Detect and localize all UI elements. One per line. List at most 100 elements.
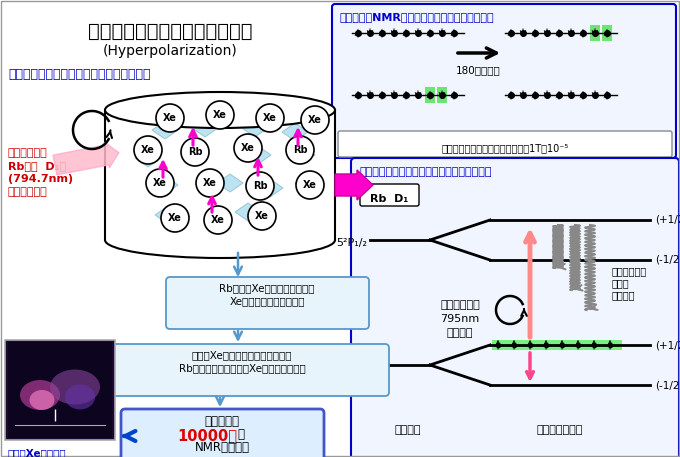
Circle shape bbox=[134, 136, 162, 164]
Ellipse shape bbox=[20, 380, 60, 410]
Text: 超偏極Xeの寿命は数時間と長く、: 超偏極Xeの寿命は数時間と長く、 bbox=[192, 350, 292, 360]
Text: の: の bbox=[237, 428, 244, 441]
Circle shape bbox=[181, 138, 209, 166]
Circle shape bbox=[146, 169, 174, 197]
Text: Rb: Rb bbox=[292, 145, 307, 155]
Text: 占有数の差：全スピン数　室温、1Tで10⁻⁵: 占有数の差：全スピン数 室温、1Tで10⁻⁵ bbox=[441, 143, 568, 153]
Bar bbox=[602, 25, 612, 41]
Circle shape bbox=[204, 206, 232, 234]
Text: Xe: Xe bbox=[163, 113, 177, 123]
Text: Xe: Xe bbox=[168, 213, 182, 223]
Text: Xe: Xe bbox=[141, 145, 155, 155]
FancyBboxPatch shape bbox=[121, 409, 324, 457]
Text: 熱平衡時のNMR法における観測磁化（従来法）: 熱平衡時のNMR法における観測磁化（従来法） bbox=[340, 12, 494, 22]
Text: 自然放出: 自然放出 bbox=[612, 290, 636, 300]
Text: Xe核スピンを偏極させる: Xe核スピンを偏極させる bbox=[229, 296, 305, 306]
Text: 電子スピン準位: 電子スピン準位 bbox=[537, 425, 583, 435]
Polygon shape bbox=[242, 119, 268, 137]
Text: Xe: Xe bbox=[241, 143, 255, 153]
Circle shape bbox=[286, 136, 314, 164]
Polygon shape bbox=[217, 174, 243, 192]
Polygon shape bbox=[245, 146, 271, 164]
FancyBboxPatch shape bbox=[96, 344, 389, 396]
Text: (+1/2): (+1/2) bbox=[655, 340, 680, 350]
Polygon shape bbox=[235, 203, 261, 221]
Text: 超偏極の原理とＮＭＲへの適用: 超偏極の原理とＮＭＲへの適用 bbox=[88, 22, 252, 41]
Ellipse shape bbox=[29, 390, 54, 410]
Circle shape bbox=[248, 202, 276, 230]
Bar bbox=[105, 110, 335, 240]
Text: 795nm: 795nm bbox=[441, 314, 479, 324]
FancyBboxPatch shape bbox=[360, 184, 419, 206]
FancyBboxPatch shape bbox=[338, 131, 672, 157]
Circle shape bbox=[156, 104, 184, 132]
Text: Rb原子とXe分子との衝突時に: Rb原子とXe分子との衝突時に bbox=[219, 283, 315, 293]
Circle shape bbox=[246, 172, 274, 200]
Text: 回転偏光励起: 回転偏光励起 bbox=[8, 187, 48, 197]
Bar bbox=[492, 340, 622, 350]
Text: NMR信号強度: NMR信号強度 bbox=[194, 441, 250, 454]
Text: 光ポンピング法による超偏極希ガスの発生: 光ポンピング法による超偏極希ガスの発生 bbox=[8, 68, 150, 81]
FancyArrow shape bbox=[335, 170, 373, 200]
Circle shape bbox=[256, 104, 284, 132]
Text: スピン量子数: スピン量子数 bbox=[612, 266, 647, 276]
Polygon shape bbox=[295, 174, 321, 192]
Text: 180度パルス: 180度パルス bbox=[456, 65, 500, 75]
Text: 光ポンピング: 光ポンピング bbox=[8, 148, 48, 158]
Bar bbox=[590, 25, 600, 41]
Circle shape bbox=[161, 204, 189, 232]
Text: 光ポンピングにより生成する大きな占有数差: 光ポンピングにより生成する大きな占有数差 bbox=[360, 167, 492, 177]
FancyBboxPatch shape bbox=[166, 277, 369, 329]
Text: Xe: Xe bbox=[213, 110, 227, 120]
Polygon shape bbox=[155, 206, 181, 224]
Text: (-1/2): (-1/2) bbox=[655, 380, 680, 390]
Text: 光ポンピング: 光ポンピング bbox=[440, 300, 480, 310]
Text: 5²S₁/₂: 5²S₁/₂ bbox=[336, 363, 367, 373]
Polygon shape bbox=[152, 176, 178, 194]
Text: (Hyperpolarization): (Hyperpolarization) bbox=[103, 44, 237, 58]
Text: (+1/2): (+1/2) bbox=[655, 215, 680, 225]
Text: (-1/2): (-1/2) bbox=[655, 255, 680, 265]
Polygon shape bbox=[289, 146, 315, 164]
Text: Rb: Rb bbox=[253, 181, 267, 191]
Bar bbox=[8, 342, 112, 438]
Text: 回転偏光: 回転偏光 bbox=[447, 328, 473, 338]
Text: Rbを取り除いて、偏極Xeのみを取り出す: Rbを取り除いて、偏極Xeのみを取り出す bbox=[179, 363, 305, 373]
Text: Rb原子  D₁線: Rb原子 D₁線 bbox=[8, 161, 66, 171]
Ellipse shape bbox=[65, 384, 95, 409]
Ellipse shape bbox=[105, 92, 335, 128]
Text: Rb  D₁: Rb D₁ bbox=[370, 194, 408, 204]
Circle shape bbox=[296, 171, 324, 199]
Text: 10000倍: 10000倍 bbox=[177, 428, 237, 443]
Bar bbox=[5, 340, 115, 440]
Bar bbox=[425, 87, 435, 103]
Text: 熱平衡時の: 熱平衡時の bbox=[205, 415, 239, 428]
Polygon shape bbox=[135, 149, 161, 167]
Polygon shape bbox=[192, 119, 218, 137]
Text: Xe: Xe bbox=[255, 211, 269, 221]
Text: Xe: Xe bbox=[203, 178, 217, 188]
Polygon shape bbox=[152, 121, 178, 139]
Text: Xe: Xe bbox=[308, 115, 322, 125]
Polygon shape bbox=[282, 123, 308, 141]
Polygon shape bbox=[257, 179, 283, 197]
Circle shape bbox=[234, 134, 262, 162]
Text: 5²P₁/₂: 5²P₁/₂ bbox=[336, 238, 367, 248]
FancyArrow shape bbox=[53, 142, 119, 175]
Text: 超偏極Xeを用いた: 超偏極Xeを用いた bbox=[8, 448, 67, 457]
Text: Xe: Xe bbox=[211, 215, 225, 225]
Text: Xe: Xe bbox=[153, 178, 167, 188]
Circle shape bbox=[206, 101, 234, 129]
Circle shape bbox=[301, 106, 329, 134]
FancyBboxPatch shape bbox=[351, 158, 679, 457]
Bar bbox=[437, 87, 447, 103]
Text: (794.7nm): (794.7nm) bbox=[8, 174, 73, 184]
Ellipse shape bbox=[105, 222, 335, 258]
Text: Rb: Rb bbox=[188, 147, 203, 157]
Text: Xe: Xe bbox=[303, 180, 317, 190]
Circle shape bbox=[196, 169, 224, 197]
Text: 選択的: 選択的 bbox=[612, 278, 630, 288]
FancyBboxPatch shape bbox=[332, 4, 676, 158]
Text: Xe: Xe bbox=[263, 113, 277, 123]
Ellipse shape bbox=[50, 370, 100, 404]
